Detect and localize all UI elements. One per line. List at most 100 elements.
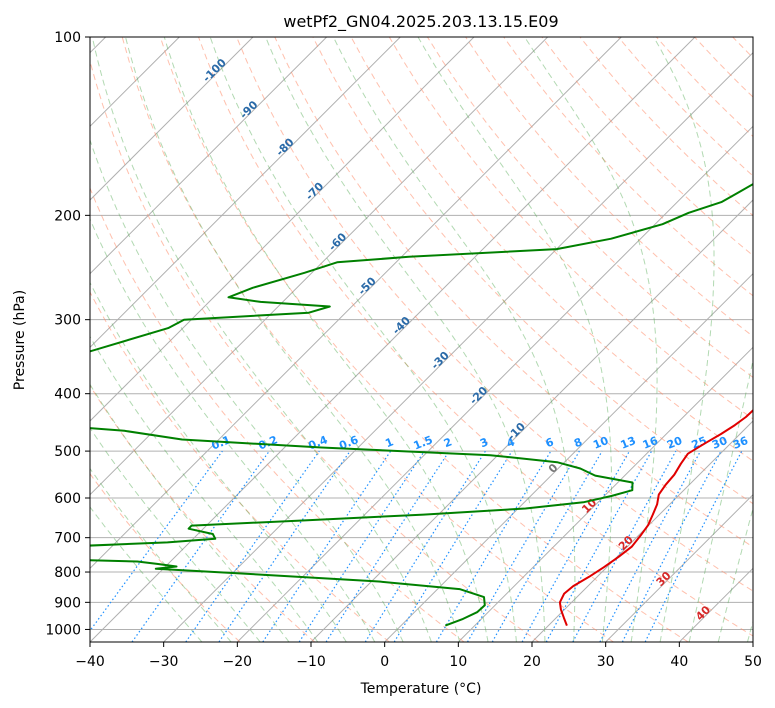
moist-adiabat-line (688, 358, 753, 642)
dry-adiabat-line (465, 37, 753, 338)
y-tick-label: 300 (54, 313, 81, 329)
dry-adiabat-line (90, 59, 540, 642)
mixing-ratio-label: 3 (478, 435, 490, 450)
y-tick-label: 400 (54, 387, 81, 403)
moist-adiabat-line (332, 37, 576, 642)
dry-adiabat-line (236, 37, 753, 592)
mixing-ratio-line (90, 450, 223, 632)
mixing-ratio-line (185, 450, 320, 642)
isotherm-label: -100 (200, 56, 229, 85)
dry-adiabat-line (90, 186, 465, 642)
dry-adiabat-line (198, 37, 753, 637)
dry-adiabat-line (426, 37, 753, 378)
mixing-ratio-line (325, 450, 450, 642)
moist-adiabat-line (90, 383, 290, 642)
moist-adiabat-line (90, 506, 203, 642)
isotherm-line (90, 37, 549, 496)
chart-title: wetPf2_GN04.2025.203.13.15.E09 (283, 12, 558, 32)
mixing-ratio-label: 6 (544, 435, 556, 450)
dry-adiabat-line (694, 37, 753, 98)
x-tick-label: 40 (670, 654, 688, 670)
moist-adiabat-line (90, 217, 376, 642)
moist-adiabat-line (524, 37, 658, 642)
moist-adiabat-line (717, 506, 753, 642)
isotherm-label: -50 (356, 274, 379, 297)
mixing-ratio-line (262, 450, 392, 642)
axes: −40 −30 −20 −10 0 10 20 30 40 5010020030040050060… (45, 30, 762, 670)
dry-adiabat-line (159, 37, 689, 642)
isotherm-line (605, 493, 753, 642)
y-tick-label: 900 (54, 595, 81, 611)
mixing-ratio-label: 8 (572, 435, 584, 450)
isotherm-line (163, 51, 753, 642)
mixing-ratio-line (545, 450, 653, 642)
dry-adiabat-line (90, 291, 390, 642)
mixing-ratio-line (393, 450, 513, 642)
dry-adiabat-line (541, 37, 753, 257)
mixing-ratio-line (521, 450, 631, 642)
moist-adiabat-line (90, 467, 232, 642)
mixing-ratio-line (644, 450, 743, 642)
mixing-ratio-line (364, 450, 486, 642)
y-axis-label: Pressure (hPa) (12, 290, 28, 390)
profiles (90, 182, 753, 627)
isotherm-label: -60 (326, 230, 349, 253)
moist-adiabat-line (90, 335, 319, 642)
isotherm-line (90, 37, 328, 275)
dry-adiabat-line (732, 37, 753, 59)
isotherm-line (384, 272, 753, 642)
mixing-ratio-label: 2 (442, 435, 454, 450)
x-tick-label: −40 (75, 654, 105, 670)
mixing-ratio-label: 10 (591, 434, 610, 452)
mixing-ratio-label: 30 (710, 434, 729, 452)
isotherm-line (678, 567, 753, 642)
isotherm-label: -40 (390, 314, 413, 337)
mixing-ratio-line (131, 450, 270, 642)
isotherm-line (90, 37, 475, 422)
y-tick-label: 1000 (45, 622, 81, 638)
x-tick-label: −10 (296, 654, 326, 670)
mixing-ratio-label: 16 (641, 434, 660, 452)
background-lines (90, 37, 775, 642)
y-tick-label: 100 (54, 30, 81, 46)
moist-adiabat-line (91, 37, 432, 642)
mixing-ratio-line (572, 450, 677, 642)
mixing-ratio-label: 36 (731, 434, 750, 452)
isotherm-line (310, 199, 753, 642)
moist-adiabat-line (125, 37, 461, 642)
mixing-ratio-line (298, 450, 425, 642)
mixing-ratio-line (435, 450, 552, 642)
dry-adiabat-line (771, 37, 775, 642)
moist-adiabat-line (90, 427, 261, 642)
isotherm-line (752, 641, 753, 642)
isotherm-line (90, 37, 254, 201)
dry-adiabat-line (350, 37, 753, 462)
dry-adiabat-line (274, 37, 753, 548)
isotherm-line (457, 346, 753, 642)
isotherm-label: -80 (273, 135, 296, 158)
y-tick-label: 200 (54, 208, 81, 224)
x-tick-label: 20 (523, 654, 541, 670)
x-tick-label: 50 (744, 654, 762, 670)
x-axis-label: Temperature (°C) (360, 681, 482, 697)
isotherm-line (531, 420, 753, 642)
plot-frame (89, 36, 754, 643)
moist-adiabat-line (653, 37, 715, 642)
mixing-ratio-label: 25 (690, 434, 709, 452)
x-tick-label: 0 (380, 654, 389, 670)
isotherm-line (236, 125, 753, 642)
dry-adiabat-line (121, 37, 614, 642)
isotherm-line (90, 37, 622, 570)
x-tick-label: 10 (449, 654, 467, 670)
dry-adiabat-line (503, 37, 753, 297)
moist-adiabat-line (163, 37, 489, 642)
mixing-ratio-label: 1.5 (412, 433, 435, 452)
moist-adiabat-line (90, 281, 347, 642)
y-tick-label: 600 (54, 491, 81, 507)
isotherm-label: 40 (693, 603, 713, 623)
mixing-ratio-label: 1 (383, 435, 395, 450)
moist-adiabat-line (417, 37, 612, 642)
moist-adiabat-line (90, 138, 404, 642)
x-tick-label: 30 (597, 654, 615, 670)
dry-adiabat-line (90, 472, 241, 642)
